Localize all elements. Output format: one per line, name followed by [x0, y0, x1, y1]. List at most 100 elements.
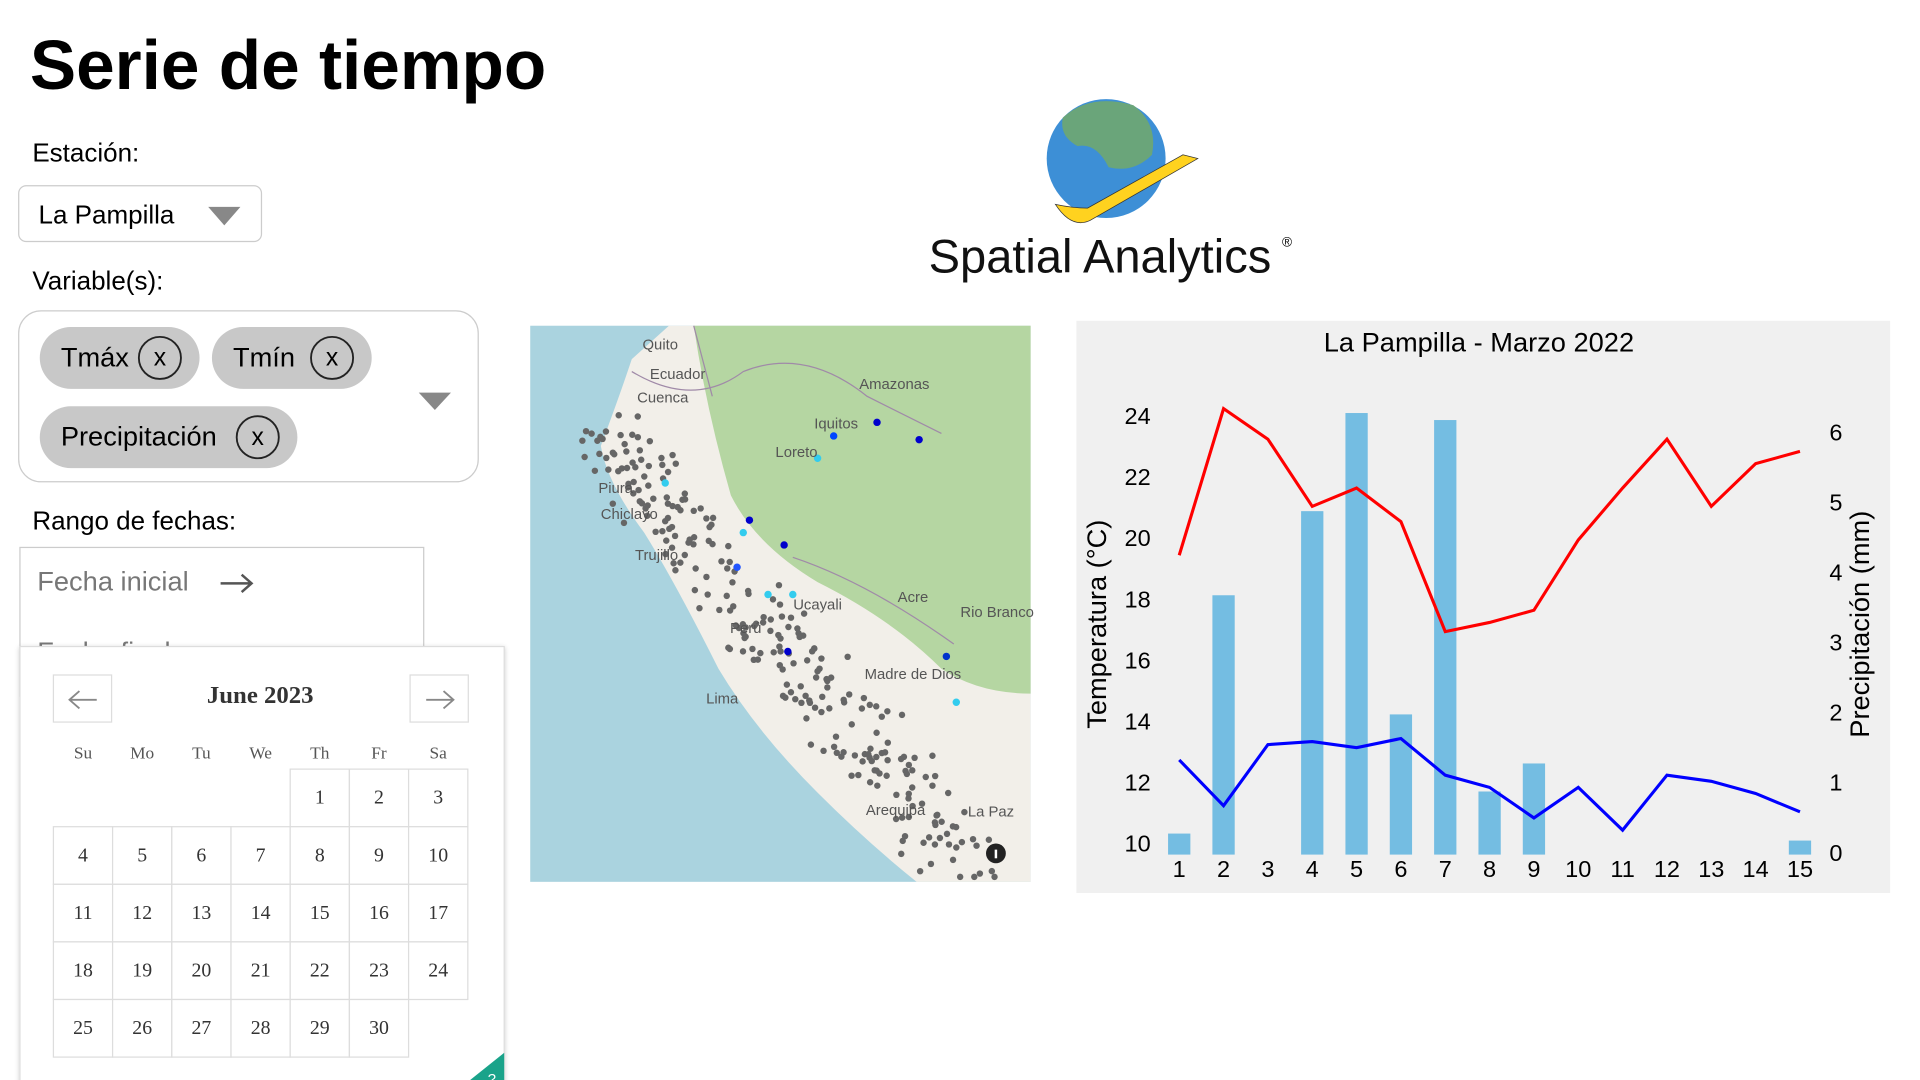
station-point[interactable] — [840, 749, 847, 756]
station-point[interactable] — [681, 490, 689, 497]
station-point[interactable] — [757, 649, 764, 657]
station-point[interactable] — [883, 772, 890, 779]
station-point[interactable] — [969, 835, 977, 843]
station-point[interactable] — [785, 623, 792, 631]
station-point[interactable] — [726, 607, 734, 614]
nav-next[interactable] — [409, 674, 469, 723]
day[interactable]: 15 — [310, 902, 330, 924]
chip-remove[interactable] — [137, 335, 182, 380]
station-point[interactable] — [814, 668, 821, 675]
chip-remove-label[interactable]: x — [154, 345, 167, 372]
station-point[interactable] — [767, 616, 775, 623]
station-point[interactable] — [905, 795, 912, 802]
station-point[interactable] — [871, 767, 878, 774]
start-date[interactable]: Fecha inicial — [37, 566, 188, 597]
station-point[interactable] — [740, 630, 747, 637]
day[interactable]: 6 — [196, 844, 206, 866]
station-point[interactable] — [630, 478, 637, 486]
day[interactable]: 24 — [428, 959, 448, 981]
station-point[interactable] — [905, 790, 912, 798]
station-point[interactable] — [634, 413, 641, 420]
day-cell[interactable] — [111, 941, 173, 1001]
station-point[interactable] — [943, 830, 951, 838]
station-point[interactable] — [767, 627, 774, 635]
station-point[interactable] — [617, 431, 624, 439]
station-point[interactable] — [844, 653, 851, 661]
station-point[interactable] — [848, 721, 855, 728]
station-point[interactable] — [769, 596, 777, 603]
day[interactable]: 2 — [374, 787, 384, 809]
day[interactable]: 30 — [369, 1017, 389, 1039]
station-point[interactable] — [945, 841, 953, 848]
station-point[interactable] — [623, 448, 630, 455]
station-point[interactable] — [591, 467, 599, 475]
station-point[interactable] — [876, 770, 883, 777]
station-point[interactable] — [934, 811, 941, 819]
station-point[interactable] — [798, 699, 805, 707]
chip[interactable] — [39, 406, 298, 469]
station-point[interactable] — [718, 558, 725, 565]
station-point[interactable] — [672, 567, 679, 574]
station-point[interactable] — [936, 834, 944, 842]
station-point[interactable] — [878, 713, 886, 720]
station-point[interactable] — [661, 517, 669, 525]
day[interactable]: 5 — [137, 844, 147, 866]
station-point[interactable] — [971, 873, 978, 881]
station-point[interactable] — [681, 551, 689, 559]
station-point[interactable] — [848, 772, 855, 779]
station-point[interactable] — [709, 540, 716, 548]
chip-remove[interactable] — [235, 415, 280, 460]
station-point[interactable] — [929, 752, 936, 759]
day-cell[interactable] — [111, 826, 173, 885]
station-point[interactable] — [779, 666, 786, 673]
day-cell[interactable] — [289, 998, 351, 1058]
station-point[interactable] — [855, 771, 862, 779]
station-point[interactable] — [602, 428, 610, 435]
day-cell[interactable] — [171, 883, 232, 943]
station-point[interactable] — [620, 519, 628, 527]
station-point[interactable] — [915, 435, 923, 444]
station-point[interactable] — [942, 652, 951, 661]
station-point[interactable] — [922, 773, 929, 781]
chip-remove[interactable] — [310, 335, 355, 380]
station-point[interactable] — [991, 873, 998, 881]
station-point[interactable] — [775, 631, 782, 639]
station-point[interactable] — [953, 844, 960, 851]
station-point[interactable] — [846, 691, 853, 698]
day-cell[interactable] — [407, 941, 469, 1001]
day-cell[interactable] — [230, 998, 291, 1058]
station-point[interactable] — [860, 694, 868, 702]
station-point[interactable] — [752, 620, 760, 627]
day[interactable]: 7 — [256, 844, 266, 866]
station-point[interactable] — [632, 464, 639, 471]
station-point[interactable] — [679, 496, 686, 503]
day[interactable]: 16 — [369, 902, 389, 924]
station-point[interactable] — [820, 747, 827, 755]
day[interactable]: 20 — [192, 959, 212, 981]
day[interactable]: 3 — [433, 787, 443, 809]
day[interactable]: 13 — [192, 902, 212, 924]
day-cell[interactable] — [52, 941, 114, 1001]
station-point[interactable] — [787, 689, 795, 696]
dropdown-arrow[interactable] — [418, 392, 451, 410]
day[interactable]: 14 — [251, 902, 271, 924]
station-point[interactable] — [623, 464, 631, 472]
station-point[interactable] — [952, 823, 960, 831]
station-point[interactable] — [927, 860, 935, 868]
station-point[interactable] — [652, 528, 659, 536]
station-point[interactable] — [744, 587, 752, 595]
station-point[interactable] — [582, 427, 590, 435]
station-point[interactable] — [745, 516, 754, 524]
station-point[interactable] — [605, 466, 612, 473]
station-point[interactable] — [898, 850, 905, 858]
day[interactable]: 8 — [315, 844, 325, 866]
station-point[interactable] — [594, 437, 601, 444]
day-cell[interactable] — [407, 768, 469, 828]
station-point[interactable] — [703, 515, 710, 522]
station-point[interactable] — [797, 683, 804, 690]
station-point[interactable] — [873, 418, 881, 427]
station-point[interactable] — [958, 838, 966, 846]
station-point[interactable] — [929, 782, 936, 789]
station-point[interactable] — [840, 699, 848, 706]
station-point[interactable] — [664, 500, 672, 507]
